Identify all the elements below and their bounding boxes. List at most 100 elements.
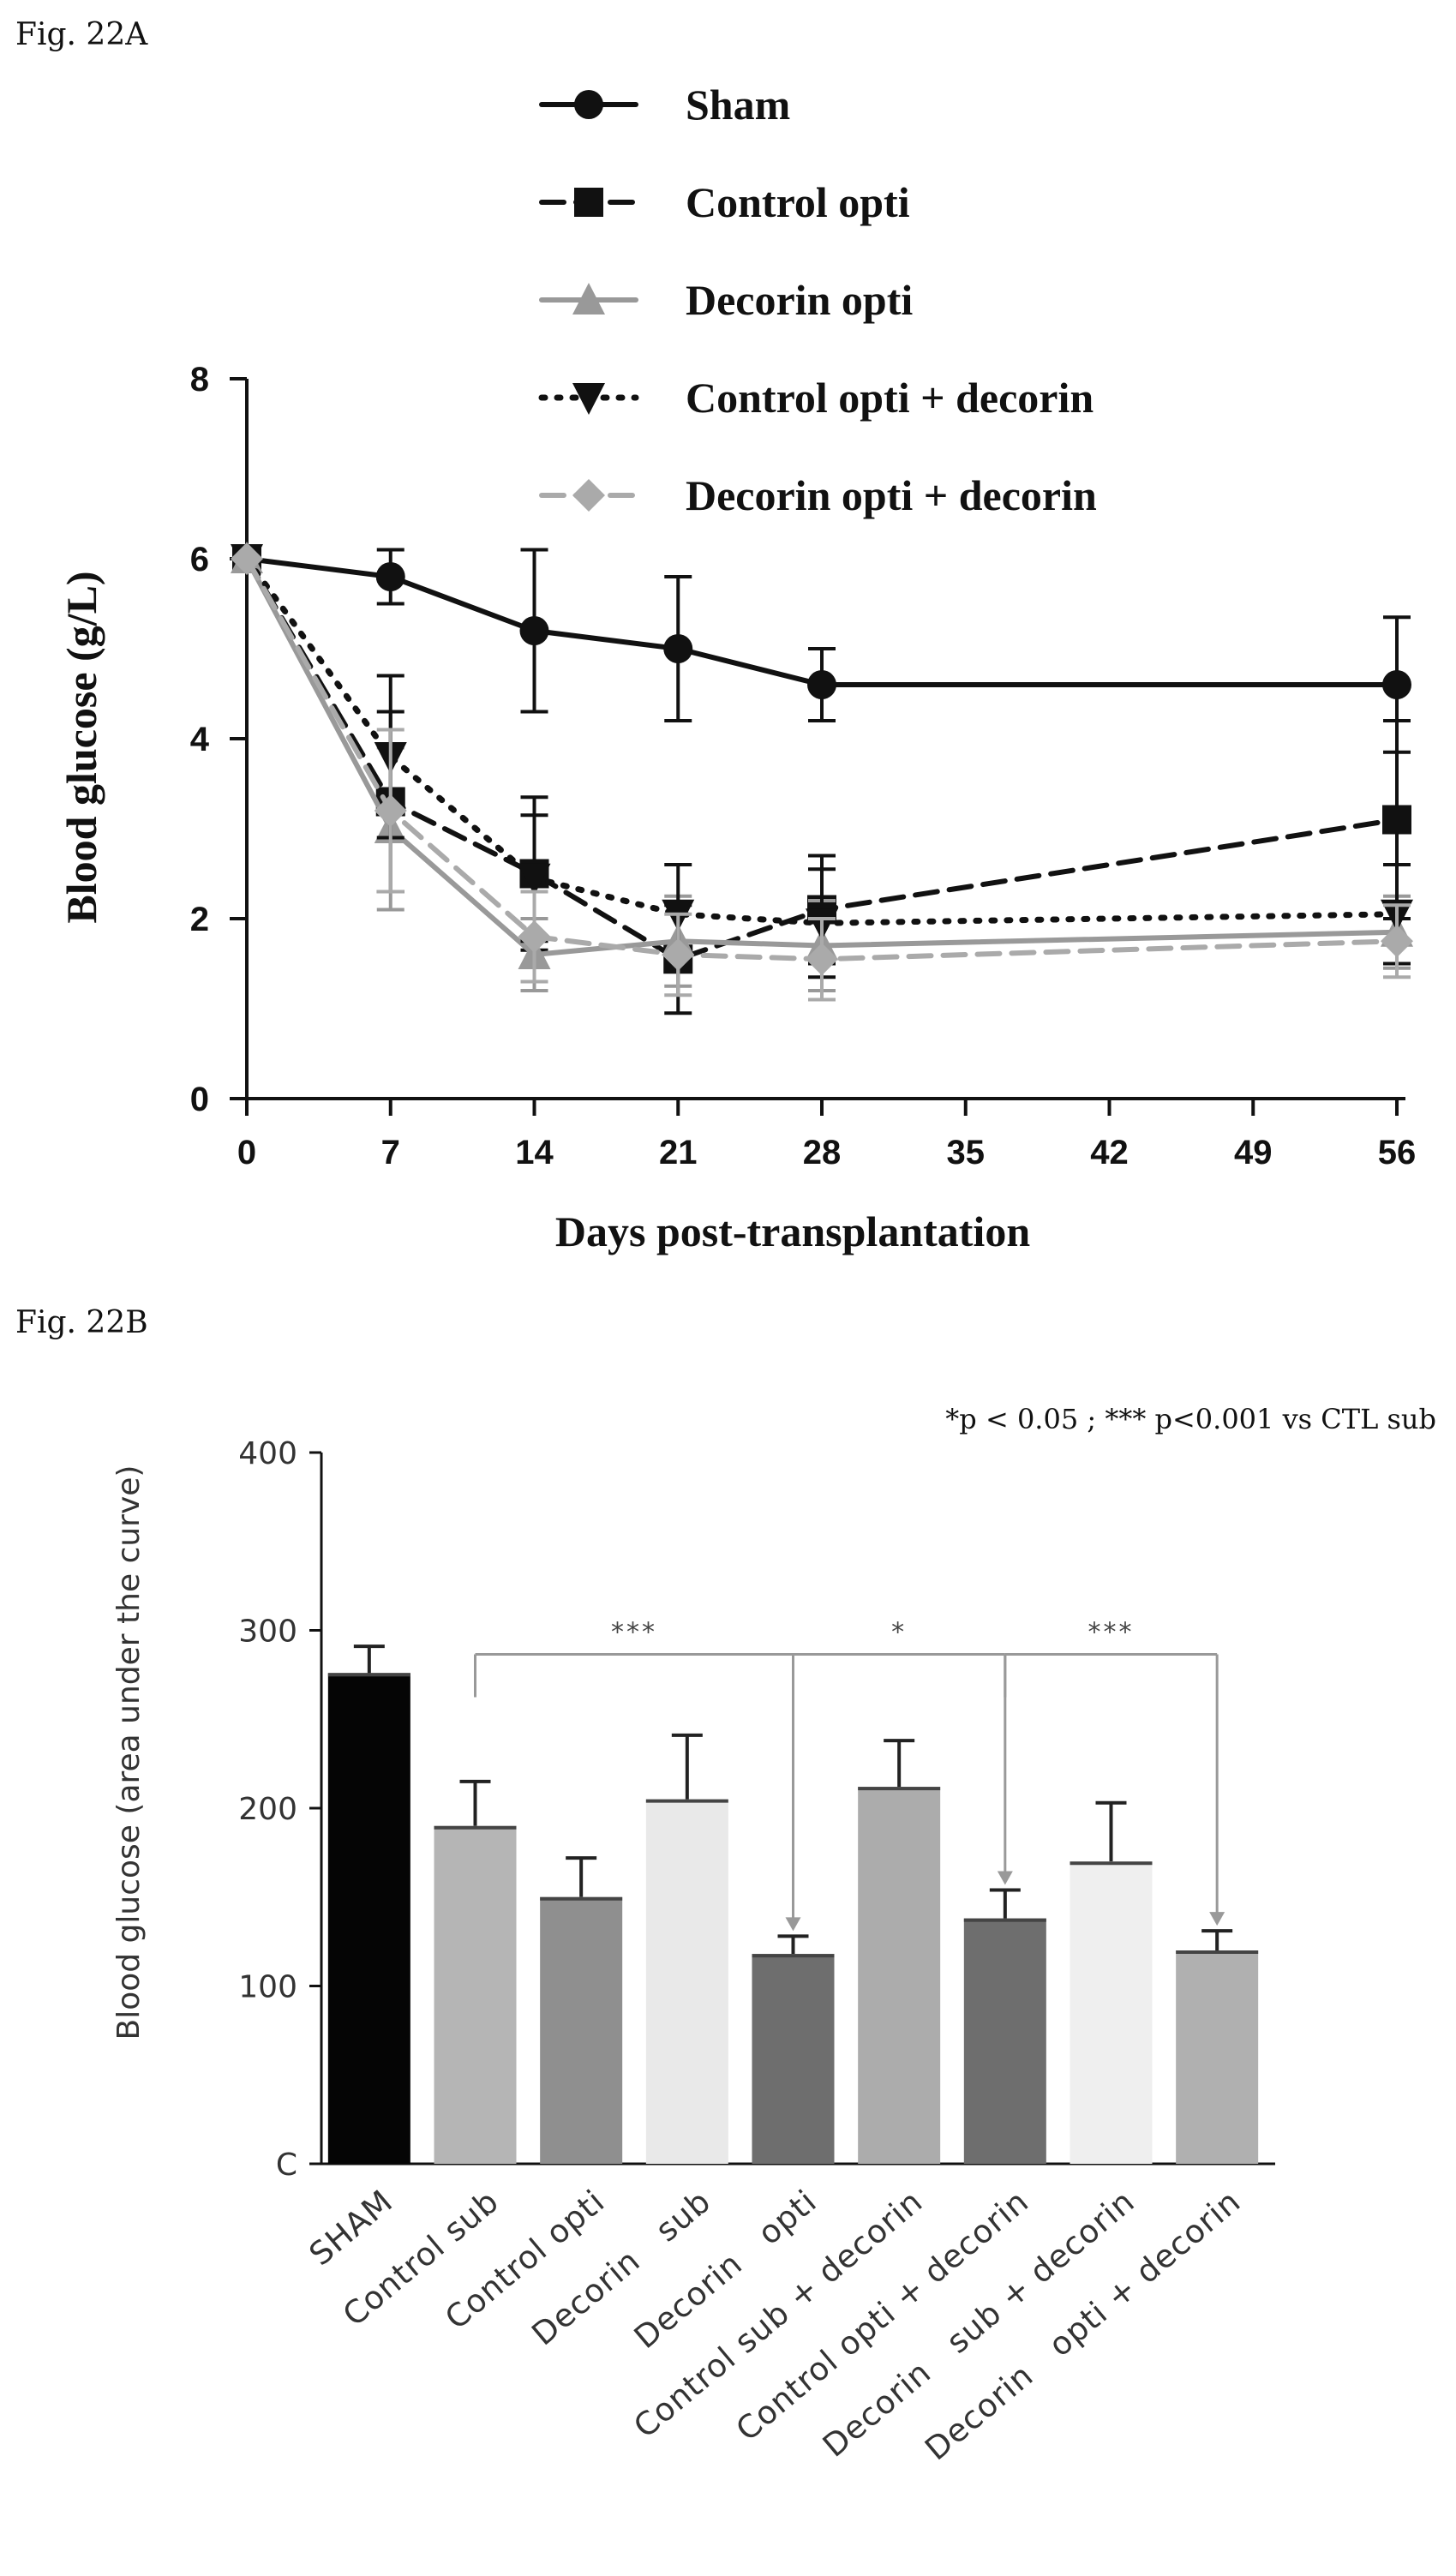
- legend-item-sham: Sham: [539, 81, 790, 129]
- x-tick-label: 14: [515, 1134, 554, 1171]
- legend-label: Sham: [686, 81, 790, 129]
- chart-axes: C 100 200 300 400: [238, 1436, 1275, 2183]
- bars-group: [327, 1644, 1259, 2164]
- series-line: [244, 556, 1399, 962]
- series-sham: [232, 544, 1411, 754]
- bar: [327, 1673, 410, 2164]
- legend-marker: [572, 383, 605, 415]
- significance-label: *: [891, 1618, 907, 1648]
- category-label: SHAM: [303, 2183, 400, 2273]
- y-axis-label: Blood glucose (area under the curve): [111, 1465, 147, 2040]
- data-point: [663, 634, 693, 663]
- x-tick-label: 35: [947, 1134, 986, 1171]
- bar-sham: [327, 1644, 410, 2164]
- data-point: [231, 542, 263, 575]
- legend-item-decorin-opti: Decorin opti: [539, 276, 913, 324]
- legend-item-control-opti: Control opti: [539, 178, 910, 226]
- bar-top-edge: [1070, 1861, 1153, 1866]
- line-chart: Sham Control opti Decorin opti Control opti…: [57, 81, 1416, 1255]
- legend-item-control-opti-decorin: Control opti + decorin: [538, 374, 1093, 422]
- category-label: Decorin opti: [627, 2183, 824, 2356]
- significance-bracket: ***: [474, 1618, 801, 1932]
- bar-control-sub-decorin: [858, 1739, 941, 2164]
- data-point: [1381, 925, 1413, 958]
- legend-marker: [572, 479, 605, 512]
- y-axis-label: Blood glucose (g/L): [57, 571, 105, 923]
- legend-label: Decorin opti: [686, 276, 913, 324]
- bar: [645, 1799, 728, 2164]
- data-point: [519, 616, 549, 645]
- figure-22a-label: Fig. 22A: [15, 17, 148, 52]
- legend-label: Decorin opti + decorin: [686, 471, 1097, 519]
- bar: [1176, 1950, 1259, 2164]
- series-decorin-opti-decorin: [231, 542, 1413, 1002]
- chart-series-group: [231, 542, 1413, 1015]
- bar-control-opti-decorin: [963, 1888, 1046, 2164]
- bar-control-sub: [434, 1779, 517, 2164]
- bar: [963, 1918, 1046, 2164]
- y-tick-label: 4: [190, 721, 210, 758]
- bar-decorin-sub: [645, 1733, 728, 2164]
- y-tick-label: 400: [238, 1436, 297, 1471]
- legend-marker: [574, 90, 603, 119]
- bracket-arrow: [1209, 1912, 1225, 1926]
- bar: [1070, 1861, 1153, 2164]
- significance-bracket: ***: [1004, 1618, 1225, 1926]
- significance-note: *p < 0.05 ; *** p<0.001 vs CTL sub: [945, 1403, 1436, 1435]
- series-line: [244, 556, 1399, 687]
- bar: [540, 1896, 623, 2164]
- data-point: [806, 943, 838, 976]
- bar-top-edge: [645, 1799, 728, 1803]
- data-point: [1382, 670, 1411, 699]
- legend-marker: [572, 283, 605, 315]
- bar: [434, 1825, 517, 2164]
- data-point: [518, 863, 551, 896]
- category-label: Decorin sub: [525, 2183, 718, 2353]
- bar-top-edge: [434, 1825, 517, 1830]
- legend-item-decorin-opti-decorin: Decorin opti + decorin: [539, 471, 1097, 519]
- y-tick-label: 2: [190, 901, 209, 938]
- data-point: [518, 920, 551, 953]
- data-point: [374, 794, 407, 827]
- bar-top-edge: [963, 1918, 1046, 1922]
- data-point: [375, 562, 405, 591]
- data-point: [807, 670, 836, 699]
- y-tick-label: C: [276, 2148, 297, 2183]
- y-tick-label: 200: [238, 1792, 297, 1827]
- bar-control-opti: [540, 1856, 623, 2164]
- bracket-arrow: [785, 1917, 801, 1932]
- series-control-opti-decorin: [231, 544, 1413, 979]
- significance-brackets: *** * ***: [474, 1618, 1225, 1932]
- legend-label: Control opti + decorin: [686, 374, 1093, 422]
- bar-decorin-opti: [752, 1934, 835, 2164]
- significance-label: ***: [611, 1618, 657, 1648]
- bar-top-edge: [752, 1954, 835, 1958]
- bar: [858, 1787, 941, 2164]
- x-tick-label: 56: [1378, 1134, 1417, 1171]
- x-tick-label: 49: [1234, 1134, 1273, 1171]
- y-tick-label: 8: [190, 361, 209, 398]
- figure-22b-label: Fig. 22B: [15, 1305, 148, 1340]
- y-tick-label: 300: [238, 1614, 297, 1650]
- bar-decorin-sub-decorin: [1070, 1800, 1153, 2164]
- data-point: [662, 938, 695, 971]
- y-tick-label: 0: [190, 1081, 209, 1118]
- x-axis-label: Days post-transplantation: [555, 1207, 1030, 1255]
- bar-top-edge: [327, 1673, 410, 1677]
- y-tick-label: 100: [238, 1970, 297, 2005]
- legend-marker: [574, 188, 603, 217]
- legend-label: Control opti: [686, 178, 910, 226]
- chart-legend: Sham Control opti Decorin opti Control opti…: [538, 81, 1097, 519]
- x-tick-label: 0: [237, 1134, 256, 1171]
- x-tick-label: 28: [803, 1134, 842, 1171]
- x-tick-label: 42: [1090, 1134, 1129, 1171]
- bar: [752, 1954, 835, 2164]
- x-tick-label: 21: [659, 1134, 698, 1171]
- bar-decorin-opti-decorin: [1176, 1929, 1259, 2164]
- significance-label: ***: [1088, 1618, 1135, 1648]
- series-line: [243, 555, 1400, 926]
- bracket-arrow: [997, 1871, 1013, 1885]
